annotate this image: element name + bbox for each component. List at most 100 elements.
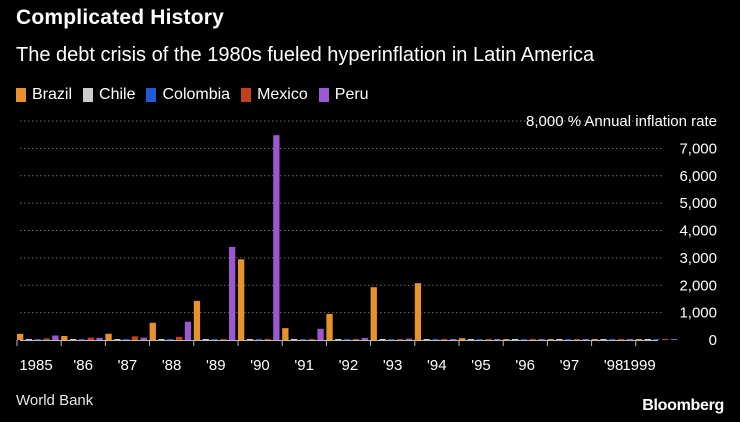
bar-mexico <box>441 339 448 340</box>
bar-colombia <box>34 339 41 340</box>
bar-colombia <box>653 339 660 340</box>
bar-peru <box>229 246 236 340</box>
bar-mexico <box>176 336 183 340</box>
legend-label-brazil: Brazil <box>32 86 73 103</box>
bar-colombia <box>167 339 174 340</box>
bar-chile <box>114 339 121 340</box>
bar-brazil <box>61 335 68 340</box>
y-tick-label: 1,000 <box>679 305 717 322</box>
legend-label-chile: Chile <box>99 86 136 103</box>
bar-mexico <box>618 339 625 340</box>
bar-colombia <box>565 339 572 340</box>
x-tick-label: '93 <box>383 357 403 374</box>
bar-peru <box>184 321 192 340</box>
y-tick-label: 3,000 <box>679 250 717 267</box>
bar-peru <box>317 328 324 340</box>
bar-chile <box>246 339 254 340</box>
bar-chile <box>512 339 519 340</box>
bar-brazil <box>503 339 510 340</box>
bar-brazil <box>17 333 24 340</box>
source-note: World Bank <box>16 392 94 409</box>
x-tick-label: 1999 <box>622 357 655 374</box>
bar-peru <box>96 337 103 340</box>
bar-peru <box>405 338 413 340</box>
legend-swatch-peru <box>318 88 329 102</box>
bar-colombia <box>344 339 351 340</box>
legend-item-mexico: Mexico <box>241 86 308 104</box>
bar-peru <box>671 339 678 340</box>
legend-label-mexico: Mexico <box>257 86 308 103</box>
bar-peru <box>273 135 280 340</box>
bar-brazil <box>635 339 643 340</box>
x-tick-label: '90 <box>250 357 270 374</box>
bar-chile <box>158 339 165 340</box>
bar-chile <box>202 339 209 340</box>
bar-colombia <box>78 339 86 340</box>
bar-mexico <box>662 339 669 340</box>
bar-peru <box>450 339 457 340</box>
bar-brazil <box>414 283 422 340</box>
chart-subtitle: The debt crisis of the 1980s fueled hype… <box>16 44 595 66</box>
x-tick-label: '96 <box>515 357 535 374</box>
bar-chile <box>25 339 33 340</box>
bar-chile <box>644 339 651 340</box>
bar-brazil <box>547 339 554 340</box>
bar-colombia <box>432 339 439 340</box>
bar-peru <box>538 339 545 340</box>
y-axis-top-label: 8,000 % Annual inflation rate <box>526 113 717 130</box>
y-tick-label: 4,000 <box>679 223 717 240</box>
bar-peru <box>626 339 634 340</box>
bar-peru <box>494 339 501 340</box>
legend-label-colombia: Colombia <box>162 86 231 103</box>
x-tick-label: 1985 <box>19 357 52 374</box>
legend-item-chile: Chile <box>83 86 135 104</box>
x-tick-label: '94 <box>427 357 447 374</box>
legend-item-peru: Peru <box>318 86 369 104</box>
legend-swatch-colombia <box>146 88 157 102</box>
x-tick-label: '95 <box>471 357 491 374</box>
x-tick-label: '92 <box>339 357 359 374</box>
legend-swatch-mexico <box>241 88 252 102</box>
x-tick-label: '89 <box>206 357 226 374</box>
bar-mexico <box>131 336 139 340</box>
bar-peru <box>140 337 147 340</box>
bar-mexico <box>352 339 360 340</box>
bar-mexico <box>264 339 271 340</box>
bar-brazil <box>149 322 156 340</box>
bar-colombia <box>609 339 616 340</box>
bar-peru <box>582 339 589 340</box>
bar-chile <box>70 339 77 340</box>
bloomberg-logo: Bloomberg <box>642 397 724 414</box>
y-tick-label: 2,000 <box>679 277 717 294</box>
legend-label-peru: Peru <box>334 86 369 103</box>
legend-swatch-brazil <box>16 88 26 102</box>
legend: Brazil Chile Colombia Mexico Peru <box>16 86 369 104</box>
legend-item-colombia: Colombia <box>146 86 230 104</box>
x-tick-label: '87 <box>118 357 138 374</box>
bar-chile <box>467 339 475 340</box>
bar-mexico <box>220 339 227 340</box>
y-tick-label: 5,000 <box>679 195 717 212</box>
bar-brazil <box>282 328 289 340</box>
x-tick-label: '97 <box>560 357 580 374</box>
bar-colombia <box>388 339 395 340</box>
bar-brazil <box>193 300 201 340</box>
bar-mexico <box>529 339 536 340</box>
bar-mexico <box>43 338 50 340</box>
bar-peru <box>52 335 59 340</box>
bar-brazil <box>370 287 377 340</box>
y-tick-label: 0 <box>709 332 717 349</box>
x-tick-label: '88 <box>162 357 182 374</box>
bar-colombia <box>476 339 483 340</box>
bar-mexico <box>397 339 404 340</box>
bar-brazil <box>591 339 598 340</box>
bar-colombia <box>211 339 218 340</box>
bar-mexico <box>308 339 315 340</box>
legend-item-brazil: Brazil <box>16 86 72 104</box>
bar-colombia <box>123 339 130 340</box>
x-tick-label: '91 <box>294 357 314 374</box>
bar-brazil <box>238 259 245 340</box>
bar-mexico <box>573 339 581 340</box>
bar-chile <box>600 339 607 340</box>
